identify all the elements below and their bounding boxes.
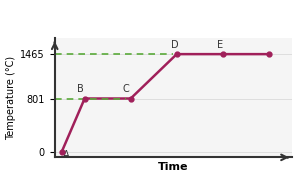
X-axis label: Time: Time bbox=[158, 162, 188, 171]
Text: D: D bbox=[171, 40, 178, 50]
Text: B: B bbox=[77, 85, 83, 94]
Text: E: E bbox=[217, 40, 223, 50]
Text: A: A bbox=[63, 150, 70, 160]
Y-axis label: Temperature (°C): Temperature (°C) bbox=[6, 56, 16, 140]
Text: A heating curve for sodium chloride: A heating curve for sodium chloride bbox=[9, 10, 247, 23]
Text: C: C bbox=[123, 85, 130, 94]
